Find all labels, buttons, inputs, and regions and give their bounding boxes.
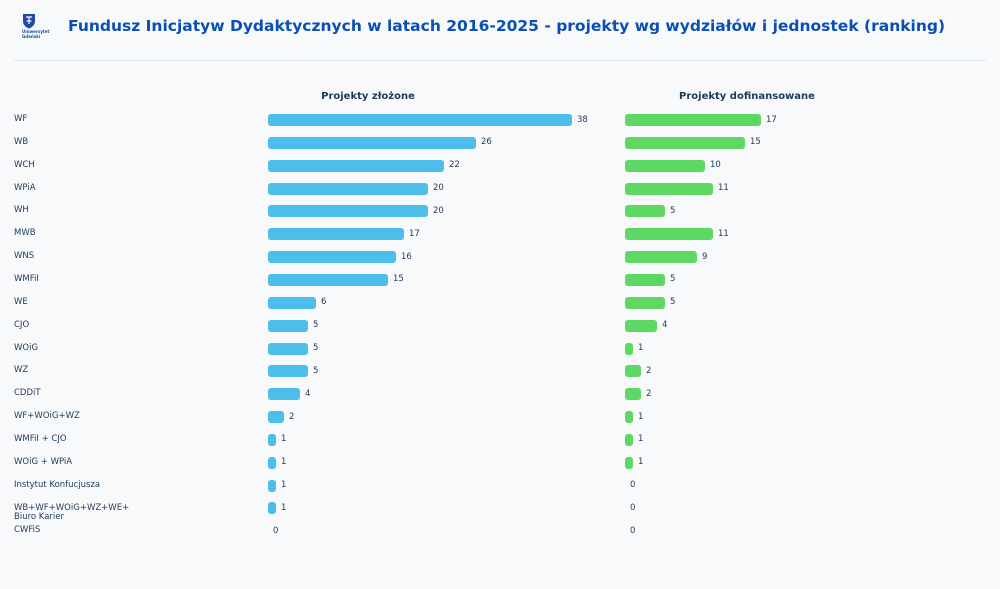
category-label: WOiG (14, 342, 39, 353)
value-label-submitted: 1 (281, 434, 287, 445)
value-label-submitted: 6 (321, 297, 327, 308)
category-label: CWFiS (14, 525, 41, 536)
bar-funded (625, 205, 665, 218)
value-label-funded: 5 (670, 205, 676, 216)
bar-submitted (268, 296, 316, 309)
value-label-funded: 1 (638, 411, 644, 422)
bar-submitted (268, 182, 428, 195)
value-label-submitted: 1 (281, 502, 287, 513)
value-label-submitted: 5 (313, 320, 319, 331)
page-title: Fundusz Inicjatyw Dydaktycznych w latach… (68, 17, 946, 35)
value-label-funded: 1 (638, 434, 644, 445)
value-label-funded: 15 (750, 137, 761, 148)
value-label-funded: 2 (646, 388, 652, 399)
value-label-submitted: 5 (313, 343, 319, 353)
category-label: WH (14, 205, 29, 216)
value-label-submitted: 1 (281, 457, 287, 468)
bar-submitted (268, 159, 444, 172)
value-label-funded: 2 (646, 365, 652, 376)
category-label: WPiA (14, 182, 36, 193)
value-label-funded: 11 (718, 183, 729, 194)
category-label: WZ (14, 365, 29, 376)
category-label: WMFiI (14, 273, 39, 284)
bar-submitted (268, 365, 308, 378)
bar-submitted (268, 114, 572, 126)
value-label-funded: 5 (670, 274, 676, 285)
bar-funded (625, 319, 657, 332)
value-label-funded: 4 (662, 320, 668, 331)
value-label-submitted: 1 (281, 480, 287, 491)
value-label-submitted: 20 (433, 183, 444, 194)
category-label: WNS (14, 251, 35, 262)
bar-submitted (268, 388, 300, 401)
header: Uniwersytet Gdański Fundusz Inicjatyw Dy… (0, 0, 1000, 60)
value-label-funded: 5 (670, 297, 676, 308)
bar-submitted (268, 411, 284, 424)
category-label: WB+WF+WOiG+WZ+WE+ Biuro Karier (14, 502, 130, 523)
value-label-funded: 9 (702, 251, 708, 262)
value-label-submitted: 2 (289, 411, 295, 422)
category-label: WE (14, 296, 28, 307)
bar-submitted (268, 456, 276, 469)
value-label-submitted: 5 (313, 365, 319, 376)
category-label: WF (14, 114, 28, 124)
bar-funded (625, 365, 641, 378)
logo-text: Uniwersytet Gdański (22, 29, 50, 39)
value-label-submitted: 0 (273, 525, 279, 536)
value-label-funded: 1 (638, 457, 644, 468)
value-label-submitted: 22 (449, 160, 460, 171)
value-label-funded: 10 (710, 160, 721, 171)
header-divider (14, 60, 986, 61)
bar-funded (625, 296, 665, 309)
bar-submitted (268, 342, 308, 355)
category-label: WOiG + WPiA (14, 456, 73, 467)
value-label-funded: 17 (766, 114, 777, 125)
value-label-submitted: 17 (409, 228, 420, 239)
bar-funded (625, 273, 665, 286)
category-label: WMFiI + CJO (14, 433, 67, 444)
category-label: WF+WOiG+WZ (14, 411, 80, 422)
bar-funded (625, 114, 761, 126)
bar-submitted (268, 479, 276, 492)
university-logo (16, 13, 52, 45)
bar-funded (625, 411, 633, 424)
value-label-submitted: 20 (433, 205, 444, 216)
bar-submitted (268, 502, 276, 515)
bar-funded (625, 182, 713, 195)
value-label-submitted: 26 (481, 137, 492, 148)
panel-title-submitted: Projekty złożone (321, 91, 415, 102)
bar-funded (625, 228, 713, 241)
bar-funded (625, 159, 705, 172)
value-label-funded: 11 (718, 228, 729, 239)
value-label-submitted: 38 (577, 114, 588, 125)
bar-submitted (268, 433, 276, 446)
bar-submitted (268, 228, 404, 241)
category-label: Instytut Konfucjusza (14, 479, 101, 490)
bar-submitted (268, 273, 388, 286)
value-label-funded: 0 (630, 525, 636, 536)
bar-funded (625, 251, 697, 264)
value-label-submitted: 16 (401, 251, 412, 262)
bar-submitted (268, 136, 476, 149)
value-label-funded: 0 (630, 480, 636, 491)
value-label-funded: 0 (630, 502, 636, 513)
category-label: CDDiT (14, 388, 41, 399)
category-label: MWB (14, 228, 36, 239)
bar-funded (625, 388, 641, 401)
bar-submitted (268, 205, 428, 218)
bar-funded (625, 433, 633, 446)
category-label: CJO (14, 319, 30, 330)
bar-funded (625, 342, 633, 355)
category-label: WCH (14, 159, 35, 170)
bar-submitted (268, 251, 396, 264)
panel-title-funded: Projekty dofinansowane (679, 91, 815, 102)
bar-funded (625, 136, 745, 149)
bar-funded (625, 456, 633, 469)
value-label-submitted: 4 (305, 388, 311, 399)
value-label-submitted: 15 (393, 274, 404, 285)
bar-submitted (268, 319, 308, 332)
category-label: WB (14, 136, 29, 147)
value-label-funded: 1 (638, 343, 644, 353)
